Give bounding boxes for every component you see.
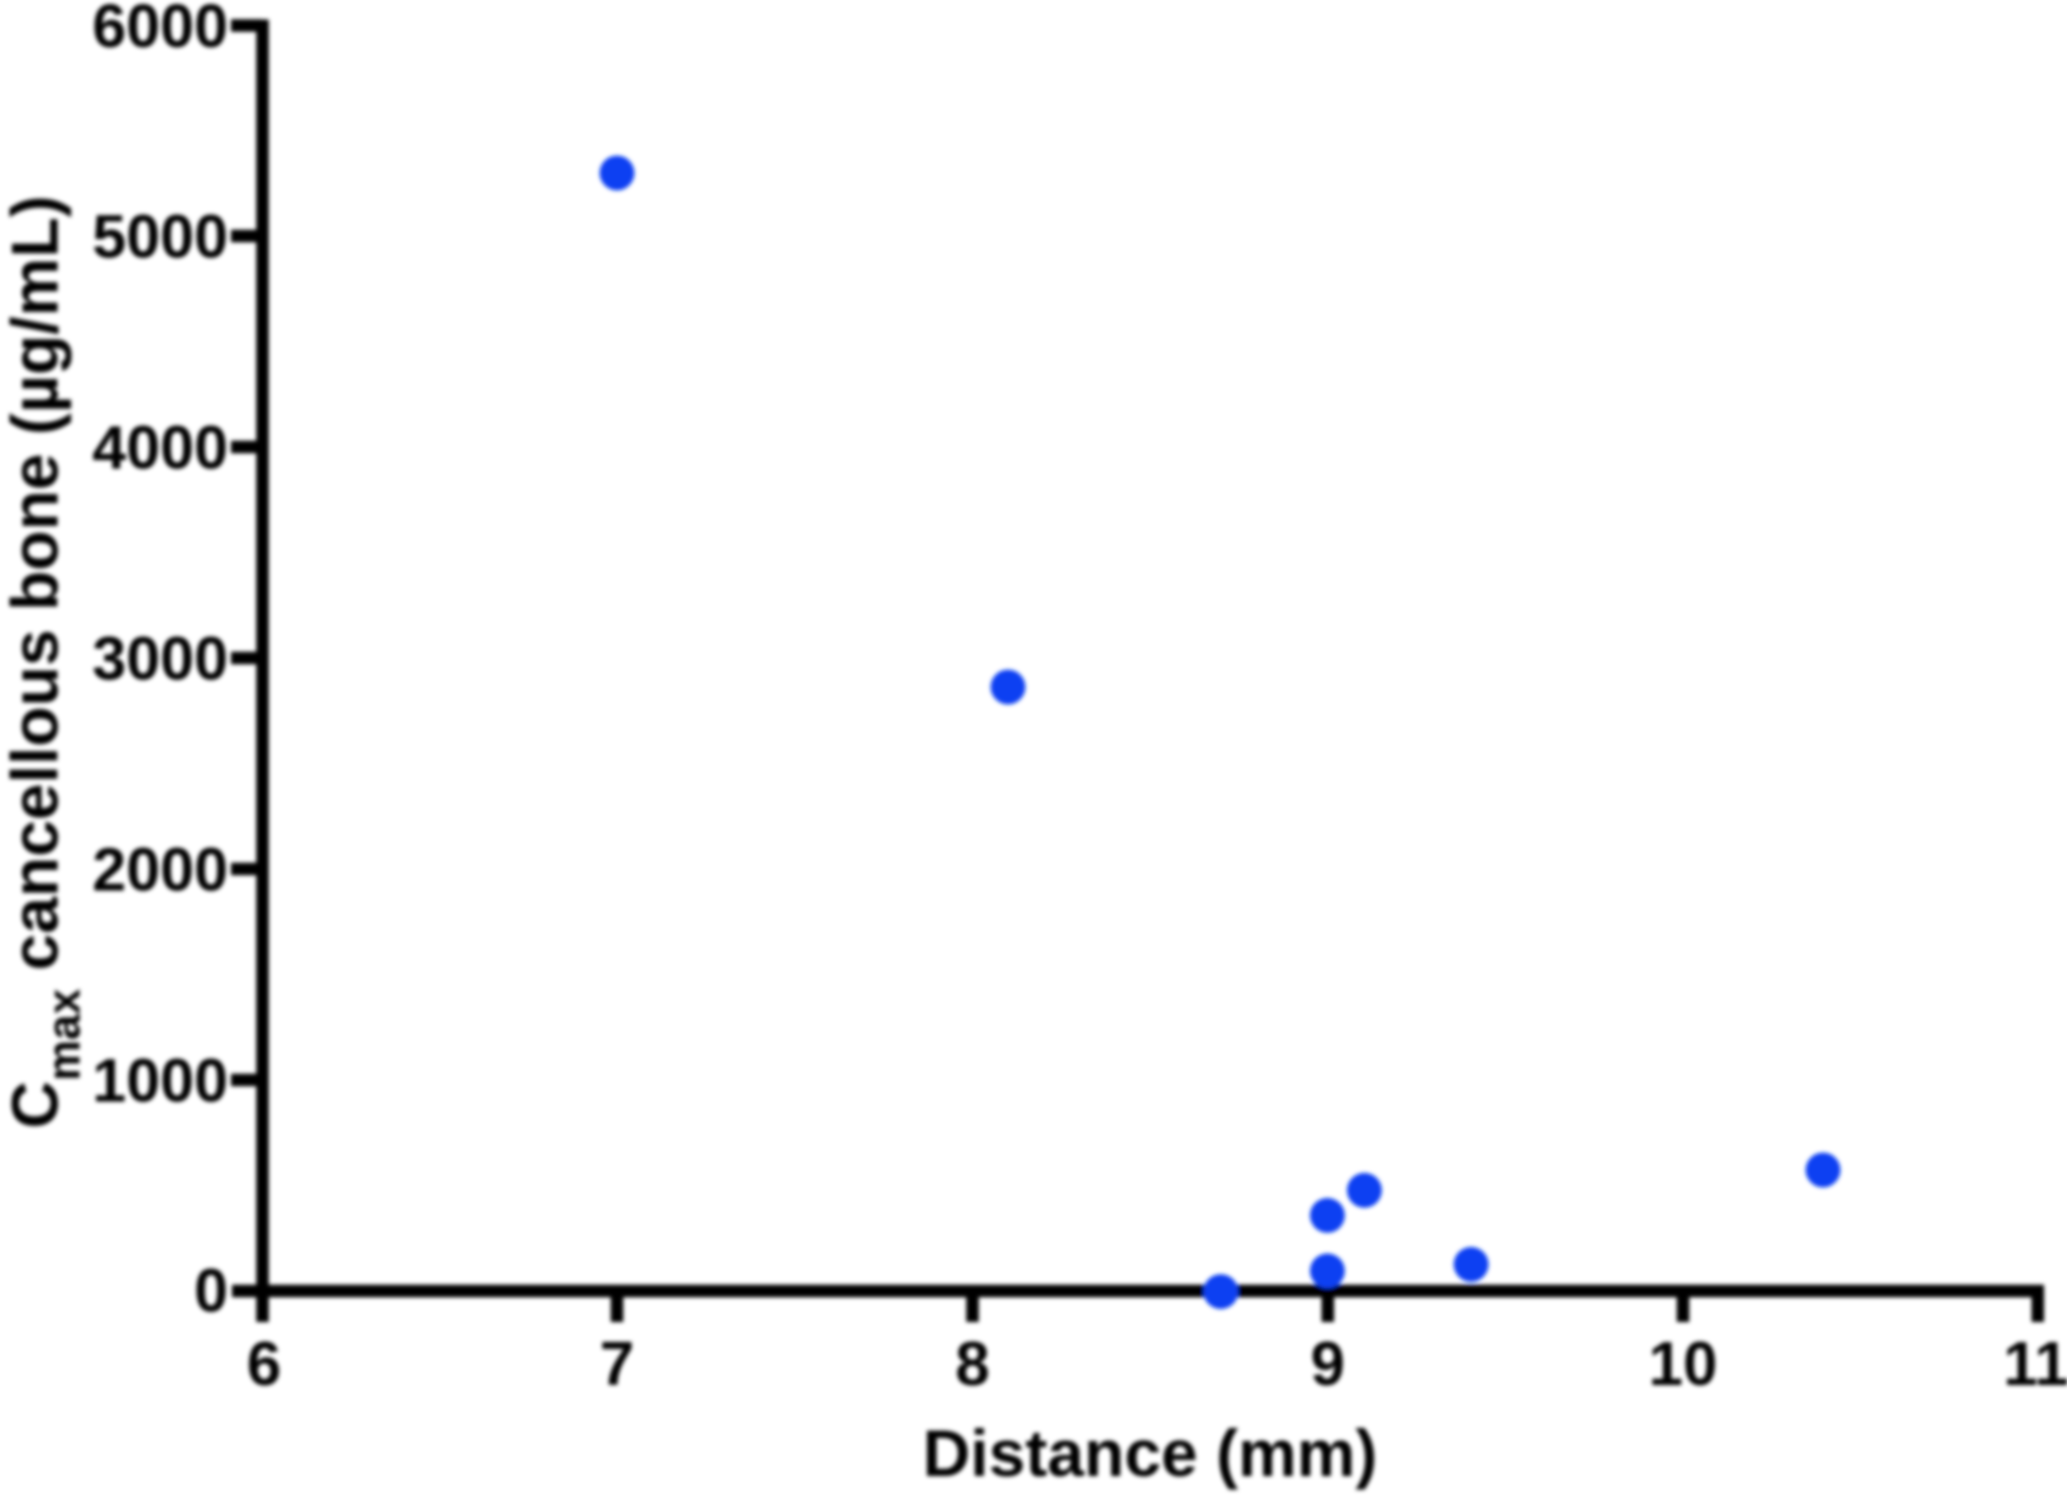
svg-text:6000: 6000 (92, 0, 228, 60)
svg-text:11: 11 (2003, 1330, 2067, 1399)
svg-text:4000: 4000 (92, 414, 228, 482)
svg-text:8: 8 (955, 1330, 989, 1399)
svg-text:0: 0 (194, 1257, 228, 1325)
svg-text:Distance (mm): Distance (mm) (923, 1416, 1378, 1490)
svg-text:1000: 1000 (92, 1047, 228, 1115)
svg-text:6: 6 (247, 1330, 281, 1399)
svg-text:3000: 3000 (92, 625, 228, 693)
svg-text:5000: 5000 (92, 203, 228, 271)
svg-text:7: 7 (600, 1330, 634, 1399)
svg-text:Cmax cancellous bone (µg/mL): Cmax cancellous bone (µg/mL) (0, 195, 90, 1128)
svg-text:10: 10 (1649, 1330, 1718, 1399)
svg-text:2000: 2000 (92, 836, 228, 904)
svg-text:9: 9 (1311, 1330, 1345, 1399)
